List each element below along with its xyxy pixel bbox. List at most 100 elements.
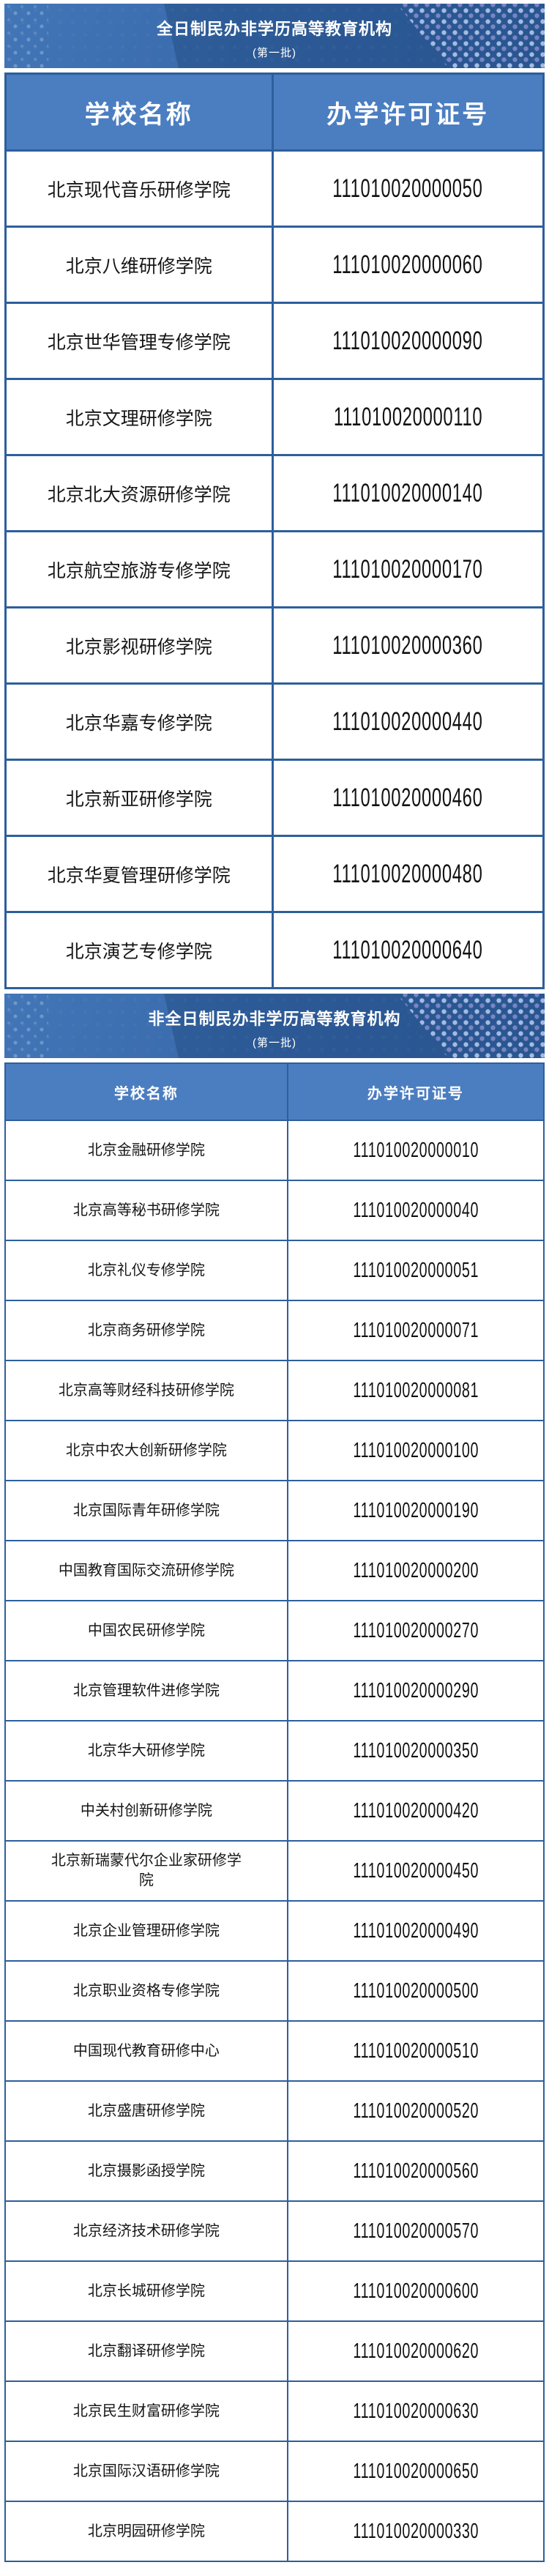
license-number: 111010020000010 (352, 1138, 479, 1162)
table-row: 北京民生财富研修学院 111010020000630 (4, 2380, 545, 2442)
license-number: 111010020000190 (352, 1498, 479, 1522)
table-row: 北京长城研修学院 111010020000600 (4, 2260, 545, 2322)
table-parttime: 学校名称 办学许可证号 北京金融研修学院 111010020000010 北京高等秘… (4, 1062, 545, 2562)
school-name-cell: 北京世华管理专修学院 (4, 302, 274, 380)
table-row: 北京航空旅游专修学院 111010020000170 (4, 530, 545, 608)
license-number: 111010020000650 (352, 2459, 479, 2483)
table-body-parttime: 北京金融研修学院 111010020000010 北京高等秘书研修学院 1110100… (4, 1120, 545, 2562)
table-row: 中国农民研修学院 111010020000270 (4, 1600, 545, 1661)
table-row: 北京华嘉专修学院 111010020000440 (4, 682, 545, 761)
license-cell: 111010020000360 (271, 606, 545, 685)
license-cell: 111010020000270 (286, 1600, 545, 1661)
school-name-cell: 北京盛唐研修学院 (4, 2080, 288, 2142)
license-cell: 111010020000110 (271, 378, 545, 456)
school-name-cell: 北京经济技术研修学院 (4, 2200, 288, 2262)
banner-parttime: 非全日制民办非学历高等教育机构 (第一批) (4, 994, 545, 1058)
license-number: 111010020000460 (332, 783, 483, 812)
license-cell: 111010020000600 (286, 2260, 545, 2322)
school-name-cell: 北京明园研修学院 (4, 2501, 288, 2562)
license-cell: 111010020000190 (286, 1480, 545, 1541)
table-row: 北京摄影函授学院 111010020000560 (4, 2140, 545, 2202)
banner-diagonal-panel (4, 994, 179, 1058)
col-header-license-number: 办学许可证号 (286, 1062, 545, 1121)
license-cell: 111010020000520 (286, 2080, 545, 2142)
school-name-cell: 中国农民研修学院 (4, 1600, 288, 1661)
table-row: 中关村创新研修学院 111010020000420 (4, 1780, 545, 1842)
license-cell: 111010020000620 (286, 2320, 545, 2382)
license-cell: 111010020000090 (271, 302, 545, 380)
table-fulltime: 学校名称 办学许可证号 北京现代音乐研修学院 111010020000050 北京八… (4, 72, 545, 989)
table-row: 北京文理研修学院 111010020000110 (4, 378, 545, 456)
school-name-cell: 北京金融研修学院 (4, 1120, 288, 1181)
school-name-cell: 北京高等财经科技研修学院 (4, 1360, 288, 1421)
license-number: 111010020000330 (352, 2519, 479, 2543)
school-name-cell: 北京企业管理研修学院 (4, 1900, 288, 1962)
license-number: 111010020000560 (352, 2159, 479, 2183)
table-row: 北京世华管理专修学院 111010020000090 (4, 302, 545, 380)
table-row: 北京商务研修学院 111010020000071 (4, 1300, 545, 1361)
table-row: 北京金融研修学院 111010020000010 (4, 1120, 545, 1181)
section-subtitle: (第一批) (253, 47, 296, 59)
banner-text: 全日制民办非学历高等教育机构 (第一批) (4, 4, 545, 60)
table-row: 北京国际汉语研修学院 111010020000650 (4, 2441, 545, 2502)
license-cell: 111010020000051 (286, 1240, 545, 1301)
license-number: 111010020000510 (352, 2039, 479, 2063)
license-number: 111010020000350 (352, 1738, 479, 1762)
license-number: 111010020000110 (333, 402, 482, 431)
license-number: 111010020000640 (332, 935, 483, 964)
school-name-cell: 中国现代教育研修中心 (4, 2020, 288, 2082)
table-row: 北京经济技术研修学院 111010020000570 (4, 2200, 545, 2262)
license-number: 111010020000081 (352, 1378, 479, 1402)
license-number: 111010020000060 (332, 250, 483, 279)
license-cell: 111010020000040 (286, 1180, 545, 1241)
school-name-cell: 北京华夏管理研修学院 (4, 835, 274, 913)
license-number: 111010020000100 (352, 1438, 479, 1462)
banner-dots-left-decoration (4, 994, 48, 1058)
table-row: 北京国际青年研修学院 111010020000190 (4, 1480, 545, 1541)
table-row: 北京职业资格专修学院 111010020000500 (4, 1960, 545, 2022)
license-cell: 111010020000640 (271, 911, 545, 989)
license-cell: 111010020000460 (271, 759, 545, 837)
license-number: 111010020000270 (352, 1618, 479, 1642)
table-row: 北京管理软件进修学院 111010020000290 (4, 1660, 545, 1721)
license-cell: 111010020000290 (286, 1660, 545, 1721)
license-cell: 111010020000630 (286, 2380, 545, 2442)
school-name-cell: 北京礼仪专修学院 (4, 1240, 288, 1301)
col-header-license-number: 办学许可证号 (271, 72, 545, 152)
license-number: 111010020000480 (332, 859, 483, 888)
license-cell: 111010020000100 (286, 1420, 545, 1481)
school-name-cell: 北京八维研修学院 (4, 226, 274, 304)
section-subtitle: (第一批) (253, 1037, 296, 1049)
license-number: 111010020000570 (352, 2219, 479, 2243)
license-cell: 111010020000060 (271, 226, 545, 304)
table-row: 北京企业管理研修学院 111010020000490 (4, 1900, 545, 1962)
license-number: 111010020000051 (352, 1258, 479, 1282)
table-row: 北京新亚研修学院 111010020000460 (4, 759, 545, 837)
school-name-cell: 中国教育国际交流研修学院 (4, 1540, 288, 1601)
school-name-cell: 北京华嘉专修学院 (4, 682, 274, 761)
license-cell: 111010020000480 (271, 835, 545, 913)
section-fulltime: 全日制民办非学历高等教育机构 (第一批) 学校名称 办学许可证号 北京现代音乐研… (4, 4, 545, 989)
school-name-cell: 北京航空旅游专修学院 (4, 530, 274, 608)
license-number: 111010020000040 (352, 1198, 479, 1222)
license-cell: 111010020000560 (286, 2140, 545, 2202)
table-row: 北京新瑞蒙代尔企业家研修学院 111010020000450 (4, 1840, 545, 1902)
license-cell: 111010020000500 (286, 1960, 545, 2022)
license-cell: 111010020000330 (286, 2501, 545, 2562)
school-name-cell: 北京文理研修学院 (4, 378, 274, 456)
license-cell: 111010020000510 (286, 2020, 545, 2082)
section-title: 全日制民办非学历高等教育机构 (156, 20, 392, 38)
license-number: 111010020000170 (332, 554, 483, 584)
table-row: 北京高等秘书研修学院 111010020000040 (4, 1180, 545, 1241)
license-cell: 111010020000050 (271, 149, 545, 228)
license-number: 111010020000360 (332, 630, 483, 660)
license-number: 111010020000200 (352, 1558, 479, 1582)
school-name-cell: 北京新瑞蒙代尔企业家研修学院 (4, 1840, 288, 1902)
table-row: 北京高等财经科技研修学院 111010020000081 (4, 1360, 545, 1421)
license-number: 111010020000420 (352, 1798, 479, 1823)
col-header-school-name: 学校名称 (4, 72, 274, 152)
license-cell: 111010020000350 (286, 1720, 545, 1782)
table-row: 北京现代音乐研修学院 111010020000050 (4, 149, 545, 228)
license-number: 111010020000140 (332, 478, 483, 507)
school-name-cell: 中关村创新研修学院 (4, 1780, 288, 1842)
